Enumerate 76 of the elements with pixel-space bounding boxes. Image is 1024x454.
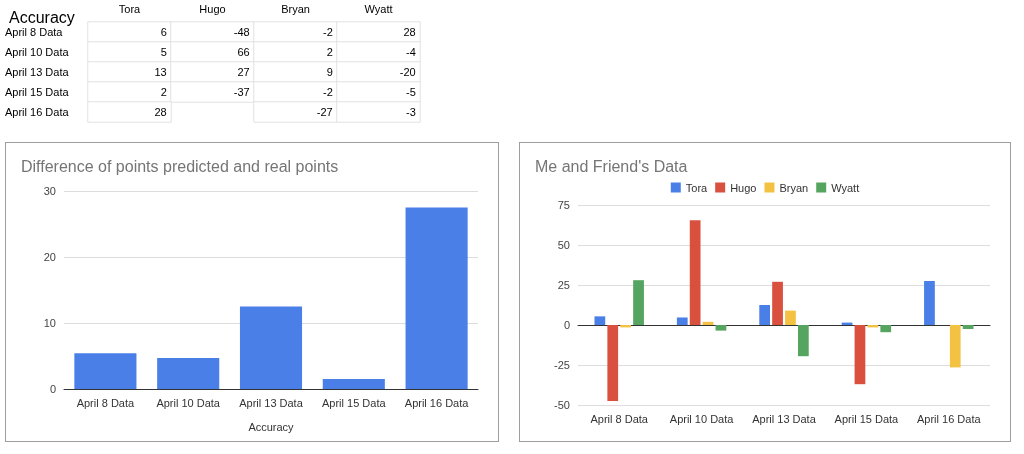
y-tick-label: 10 (43, 317, 56, 329)
bar (676, 317, 688, 325)
x-tick-label: April 10 Data (156, 396, 221, 409)
bar (594, 316, 606, 325)
y-tick-label: -50 (554, 399, 570, 411)
bar (962, 325, 974, 329)
data-label: 13 (154, 66, 167, 78)
x-tick-label: April 8 Data (590, 412, 649, 425)
x-tick-label: Hugo (199, 2, 226, 15)
chart-title: Me and Friend's Data (535, 157, 688, 175)
y-tick-label: 75 (557, 199, 570, 211)
x-tick-label: April 13 Data (239, 396, 304, 409)
bar (607, 325, 619, 401)
x-tick-label: Bryan (281, 2, 310, 15)
x-tick-label: April 15 Data (834, 412, 900, 425)
chart-title: Accuracy (9, 8, 75, 26)
bar (157, 357, 220, 389)
y-tick-label: 0 (49, 383, 56, 395)
x-tick-label: April 13 Data (752, 412, 817, 425)
x-tick-label: April 8 Data (76, 396, 136, 409)
data-label: 2 (326, 46, 333, 58)
data-label: -48 (233, 26, 250, 38)
y-tick-label: 0 (563, 319, 570, 331)
x-tick-label: April 15 Data (322, 396, 387, 409)
x-axis-title: Accuracy (248, 420, 295, 433)
x-tick-label: April 16 Data (917, 412, 982, 425)
legend-label: Wyatt (831, 181, 860, 194)
y-tick-label: April 16 Data (5, 106, 70, 118)
y-tick-label: 25 (557, 279, 570, 291)
y-tick-label: April 8 Data (5, 26, 64, 38)
data-label: 5 (160, 46, 167, 58)
bar (924, 281, 935, 325)
bar (797, 325, 809, 357)
bar (322, 379, 385, 389)
data-label: 28 (154, 106, 167, 118)
x-tick-label: Tora (118, 2, 142, 15)
x-tick-label: April 16 Data (404, 396, 470, 409)
bar (715, 325, 727, 331)
bar (633, 280, 644, 325)
legend-label: Tora (685, 181, 709, 194)
y-tick-label: April 10 Data (5, 46, 70, 58)
data-label: -20 (399, 66, 416, 78)
x-tick-label: April 10 Data (669, 412, 735, 425)
y-tick-label: April 15 Data (5, 86, 70, 98)
bar (689, 220, 701, 325)
bar (239, 306, 303, 389)
y-tick-label: 50 (557, 239, 570, 251)
chart-title: Difference of points predicted and real points (21, 157, 339, 175)
y-tick-label: April 13 Data (5, 66, 70, 78)
bar (405, 207, 468, 389)
bar (772, 281, 783, 325)
x-tick-label: Wyatt (364, 2, 393, 15)
data-label: 27 (237, 66, 250, 78)
data-label: 6 (160, 26, 167, 38)
data-label: -2 (322, 86, 333, 98)
data-label: -27 (316, 106, 333, 118)
y-tick-label: -25 (554, 359, 570, 371)
data-label: -37 (233, 86, 250, 98)
data-label: -5 (405, 86, 416, 98)
data-label: 66 (237, 46, 250, 58)
data-label: -4 (405, 46, 416, 58)
legend-label: Hugo (730, 181, 757, 194)
bar (74, 353, 137, 389)
bar (880, 325, 892, 333)
data-label: -2 (322, 26, 333, 38)
bar (854, 325, 866, 385)
data-label: 2 (160, 86, 167, 98)
data-label: -3 (405, 106, 416, 118)
legend-label: Bryan (779, 181, 809, 194)
y-tick-label: 20 (43, 251, 56, 263)
bar (785, 310, 796, 325)
bar (759, 305, 771, 325)
bar (949, 325, 961, 368)
y-tick-label: 30 (43, 185, 56, 197)
data-label: 9 (326, 66, 333, 78)
data-label: 28 (403, 26, 416, 38)
